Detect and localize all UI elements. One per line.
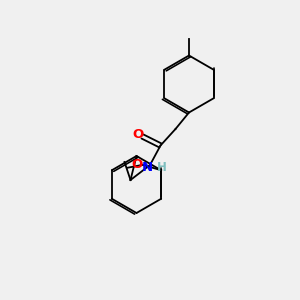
Text: O: O xyxy=(132,158,143,171)
Text: O: O xyxy=(132,128,144,142)
Text: N: N xyxy=(142,161,153,174)
Text: H: H xyxy=(157,161,167,174)
